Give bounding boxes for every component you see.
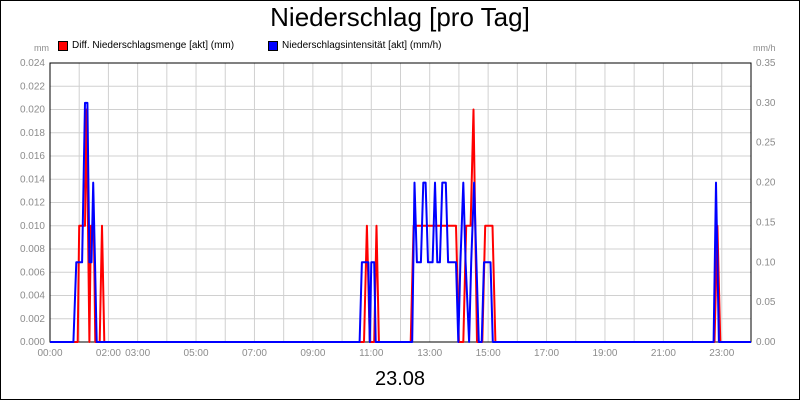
y-tick-label-left: 0.010 (20, 221, 45, 232)
legend-label-series-2: Niederschlagsintensität [akt] (mm/h) (282, 40, 442, 51)
legend-item-series-2: Niederschlagsintensität [akt] (mm/h) (268, 40, 442, 51)
y-tick-label-right: 0.35 (756, 58, 776, 69)
y-tick-label-right: 0.00 (756, 337, 776, 348)
series-line-2 (50, 101, 751, 343)
x-tick-label: 17:00 (534, 348, 559, 359)
legend-swatch-blue (268, 40, 278, 51)
y-tick-label-right: 0.25 (756, 138, 776, 149)
legend-item-series-1: Diff. Niederschlagsmenge [akt] (mm) (58, 40, 234, 51)
x-tick-label: 19:00 (592, 348, 617, 359)
y-tick-label-right: 0.05 (756, 297, 776, 308)
x-tick-label: 05:00 (184, 348, 209, 359)
right-axis-unit: mm/h (753, 43, 776, 53)
x-tick-label: 07:00 (242, 348, 267, 359)
y-tick-label-right: 0.20 (756, 178, 776, 189)
y-tick-label-right: 0.30 (756, 98, 776, 109)
left-axis-unit: mm (34, 43, 49, 53)
y-tick-label-left: 0.002 (20, 314, 45, 325)
y-tick-label-left: 0.024 (20, 58, 45, 69)
y-tick-label-left: 0.022 (20, 81, 45, 92)
y-tick-label-left: 0.016 (20, 151, 45, 162)
y-tick-label-left: 0.018 (20, 128, 45, 139)
y-tick-label-right: 0.10 (756, 257, 776, 268)
y-tick-label-left: 0.008 (20, 244, 45, 255)
x-tick-label: 00:00 (37, 348, 62, 359)
y-tick-label-left: 0.012 (20, 198, 45, 209)
x-tick-label: 09:00 (300, 348, 325, 359)
legend-swatch-red (58, 40, 68, 51)
y-tick-label-left: 0.020 (20, 105, 45, 116)
y-tick-label-left: 0.006 (20, 267, 45, 278)
x-tick-label: 21:00 (651, 348, 676, 359)
legend-label-series-1: Diff. Niederschlagsmenge [akt] (mm) (72, 40, 235, 51)
x-tick-label: 23:00 (709, 348, 734, 359)
y-tick-label-right: 0.15 (756, 217, 776, 228)
y-tick-label-left: 0.004 (20, 291, 45, 302)
x-tick-label: 03:00 (125, 348, 150, 359)
y-tick-label-left: 0.014 (20, 174, 45, 185)
x-axis-caption: 23.08 (374, 368, 426, 390)
x-tick-label: 11:00 (359, 348, 384, 359)
series-line-1 (50, 108, 751, 343)
chart-title: Niederschlag [pro Tag] (270, 2, 530, 32)
x-tick-label: 13:00 (417, 348, 442, 359)
y-tick-label-left: 0.000 (20, 337, 45, 348)
x-tick-label: 15:00 (476, 348, 501, 359)
x-tick-label: 02:00 (96, 348, 121, 359)
